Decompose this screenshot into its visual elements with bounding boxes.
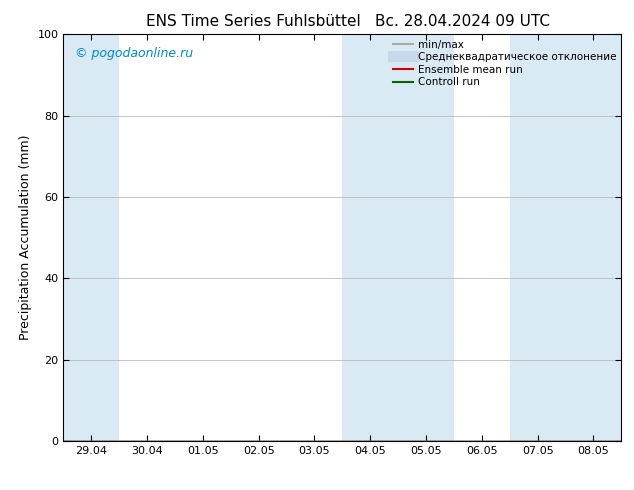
Bar <box>398 34 454 441</box>
Y-axis label: Precipitation Accumulation (mm): Precipitation Accumulation (mm) <box>19 135 32 341</box>
Bar <box>510 34 566 441</box>
Text: © pogodaonline.ru: © pogodaonline.ru <box>75 47 193 59</box>
Bar <box>342 34 398 441</box>
Bar <box>63 34 119 441</box>
Text: Вс. 28.04.2024 09 UTC: Вс. 28.04.2024 09 UTC <box>375 14 550 29</box>
Legend: min/max, Среднеквадратическое отклонение, Ensemble mean run, Controll run: min/max, Среднеквадратическое отклонение… <box>391 37 618 89</box>
Bar <box>566 34 621 441</box>
Text: ENS Time Series Fuhlsbüttel: ENS Time Series Fuhlsbüttel <box>146 14 361 29</box>
